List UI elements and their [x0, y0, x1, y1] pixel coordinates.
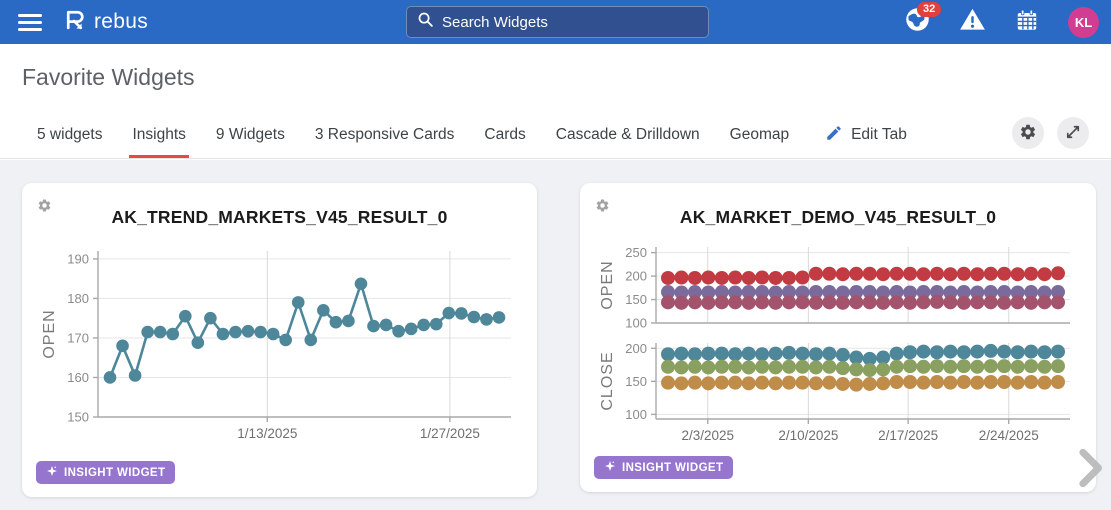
navbar-actions: 32: [903, 0, 1099, 44]
brand-logo[interactable]: rebus: [62, 7, 148, 37]
user-avatar[interactable]: KL: [1068, 6, 1099, 38]
svg-text:200: 200: [625, 269, 647, 284]
market-demo-chart: 100 150 200 250 OPEN 100 150 200 CLOSE 2/3/2025 2/…: [590, 239, 1086, 449]
trend-markets-chart: 150 160 170 180 190 OPEN 1/13/2025 1/27/2025: [32, 239, 527, 456]
pencil-icon: [825, 124, 843, 147]
warning-triangle-icon: [959, 6, 986, 38]
chart-canvas: 150 160 170 180 190 OPEN 1/13/2025 1/27/2025: [41, 251, 511, 441]
globe-notifications-button[interactable]: 32: [903, 2, 942, 36]
widget-card-market-demo: AK_MARKET_DEMO_V45_RESULT_0 100 150 200 250…: [580, 183, 1096, 492]
gear-icon: [1019, 123, 1037, 144]
chart-title: AK_TREND_MARKETS_V45_RESULT_0: [111, 207, 448, 227]
svg-text:1/27/2025: 1/27/2025: [420, 426, 480, 441]
search-icon: [417, 11, 434, 33]
calendar-button[interactable]: [1013, 8, 1041, 36]
edit-tab-label: Edit Tab: [851, 126, 907, 143]
hamburger-menu-icon[interactable]: [18, 13, 42, 31]
search-input[interactable]: [442, 13, 692, 31]
svg-text:2/3/2025: 2/3/2025: [681, 428, 734, 443]
svg-text:190: 190: [67, 251, 89, 266]
svg-text:250: 250: [625, 245, 647, 260]
tab-insights[interactable]: Insights: [117, 112, 200, 158]
sparkle-icon: [46, 465, 58, 480]
svg-text:170: 170: [67, 330, 89, 345]
expand-button[interactable]: [1057, 117, 1089, 149]
svg-text:1/13/2025: 1/13/2025: [237, 426, 297, 441]
sparkle-icon: [604, 460, 616, 475]
tab-5-widgets[interactable]: 5 widgets: [37, 126, 103, 143]
insight-widget-label: INSIGHT WIDGET: [64, 466, 166, 479]
tabs-container: 5 widgets Insights 9 Widgets 3 Responsive C…: [22, 112, 804, 158]
svg-text:OPEN: OPEN: [41, 309, 58, 358]
svg-text:200: 200: [625, 341, 647, 356]
settings-button[interactable]: [1012, 117, 1044, 149]
chart-title: AK_MARKET_DEMO_V45_RESULT_0: [679, 207, 997, 227]
tab-3-responsive-cards[interactable]: 3 Responsive Cards: [314, 126, 455, 143]
svg-text:150: 150: [67, 410, 89, 425]
notification-count-badge: 32: [917, 2, 942, 17]
tab-bar: 5 widgets Insights 9 Widgets 3 Responsive C…: [0, 112, 1111, 159]
svg-text:100: 100: [625, 316, 647, 331]
tab-9-widgets[interactable]: 9 Widgets: [215, 126, 285, 143]
svg-text:2/24/2025: 2/24/2025: [979, 428, 1039, 443]
svg-text:180: 180: [67, 291, 89, 306]
widget-gear-icon[interactable]: [595, 198, 610, 218]
svg-text:160: 160: [67, 370, 89, 385]
chart-canvas: 100 150 200 250 OPEN 100 150 200 CLOSE 2/3/2025 2/…: [599, 245, 1070, 443]
edit-tab-button[interactable]: Edit Tab: [810, 112, 922, 158]
svg-text:2/10/2025: 2/10/2025: [778, 428, 838, 443]
tab-cards[interactable]: Cards: [484, 126, 526, 143]
svg-text:150: 150: [625, 292, 647, 307]
calendar-icon: [1014, 7, 1040, 38]
widgets-content-area: AK_TREND_MARKETS_V45_RESULT_0 150 160 170 1…: [0, 160, 1111, 510]
insight-widget-badge[interactable]: INSIGHT WIDGET: [36, 461, 176, 484]
expand-arrows-icon: [1064, 123, 1082, 144]
widget-card-trend-markets: AK_TREND_MARKETS_V45_RESULT_0 150 160 170 1…: [22, 183, 537, 497]
svg-text:150: 150: [625, 374, 647, 389]
carousel-next-chevron-icon[interactable]: [1073, 448, 1107, 493]
alerts-button[interactable]: [958, 8, 986, 36]
tab-geomap[interactable]: Geomap: [729, 126, 790, 143]
svg-text:CLOSE: CLOSE: [599, 351, 616, 410]
tab-actions: [1012, 117, 1089, 149]
insight-widget-badge[interactable]: INSIGHT WIDGET: [594, 456, 734, 479]
page-title: Favorite Widgets: [22, 64, 195, 90]
brand-name: rebus: [94, 10, 149, 33]
top-navbar: rebus 32: [0, 0, 1111, 44]
svg-text:2/17/2025: 2/17/2025: [878, 428, 938, 443]
rebus-logo-icon: [62, 7, 87, 37]
insight-widget-label: INSIGHT WIDGET: [622, 461, 724, 474]
svg-text:OPEN: OPEN: [599, 260, 616, 309]
widget-gear-icon[interactable]: [37, 198, 52, 218]
svg-text:100: 100: [625, 407, 647, 422]
tab-cascade-drilldown[interactable]: Cascade & Drilldown: [555, 126, 700, 143]
search-widgets-box[interactable]: [406, 6, 709, 38]
